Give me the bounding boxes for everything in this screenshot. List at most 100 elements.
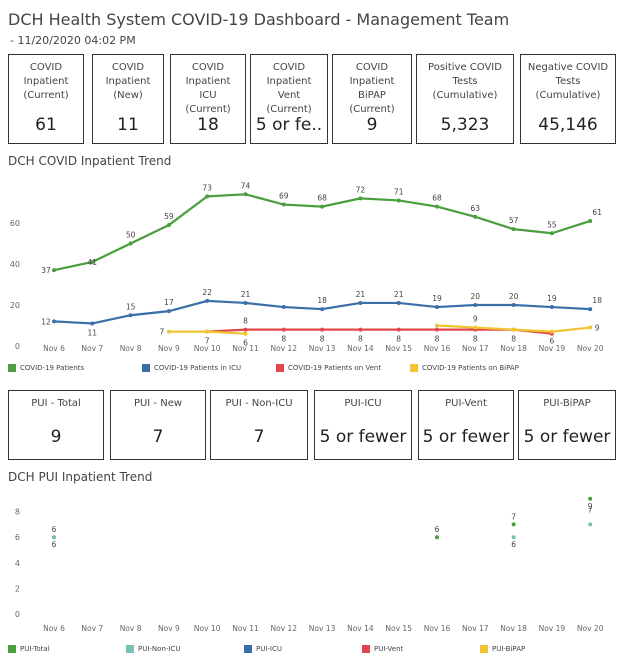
x-tick-label: Nov 14: [347, 344, 374, 353]
kpi-value: 18: [197, 115, 219, 135]
x-tick-label: Nov 7: [81, 344, 103, 353]
covid-inpatient-trend-chart: 0 20 40 60 Nov 6 Nov 7 Nov 8 Nov 9 Nov 10 Nov 11 N…: [10, 181, 604, 353]
kpi-value: 9: [50, 427, 62, 447]
data-label: 73: [202, 183, 212, 192]
data-label: 8: [511, 335, 516, 344]
pui-inpatient-trend-chart: 0 2 4 6 8 Nov 6 Nov 7 Nov 8 Nov 9 Nov 10 Nov 11 Nov…: [15, 496, 604, 633]
page-subtitle: - 11/20/2020 04:02 PM: [10, 34, 136, 47]
data-point: [281, 202, 286, 207]
kpi-label: COVID Inpatient ICU (Current): [185, 62, 231, 115]
x-tick-label: Nov 11: [232, 344, 259, 353]
kpi-label: PUI-Vent: [445, 398, 487, 409]
data-point: [243, 300, 248, 305]
kpi-label: Negative COVID Tests (Cumulative): [527, 62, 609, 101]
x-tick-label: Nov 16: [424, 624, 451, 633]
data-label: 20: [471, 292, 481, 301]
kpi-value: 9: [366, 115, 378, 135]
data-label: 55: [547, 220, 557, 229]
legend-swatch: [362, 645, 370, 653]
legend-swatch: [8, 364, 16, 372]
data-label: 18: [592, 296, 602, 305]
data-point: [511, 535, 516, 540]
data-point: [205, 298, 210, 303]
data-label: 11: [88, 328, 98, 337]
data-point: [588, 307, 593, 312]
data-point: [396, 300, 401, 305]
legend-item: PUI-BiPAP: [480, 645, 525, 653]
data-point: [243, 331, 248, 336]
data-point: [358, 300, 363, 305]
data-label: 15: [126, 302, 136, 311]
data-point: [435, 535, 439, 540]
legend-item: PUI-Total: [8, 645, 50, 653]
legend-swatch: [126, 645, 134, 653]
data-label: 71: [394, 187, 404, 196]
legend-label: COVID-19 Patients on BiPAP: [422, 364, 519, 372]
x-tick-label: Nov 8: [120, 344, 142, 353]
x-tick-label: Nov 20: [577, 624, 604, 633]
data-label: 7: [511, 512, 516, 521]
data-point: [435, 305, 439, 310]
x-tick-label: Nov 12: [271, 344, 298, 353]
x-tick-label: Nov 6: [43, 344, 65, 353]
data-label: 37: [41, 266, 51, 275]
data-point: [473, 214, 478, 219]
kpi-label: COVID Inpatient BiPAP (Current): [349, 62, 395, 115]
y-tick-label: 40: [10, 260, 20, 269]
data-point: [473, 325, 478, 330]
data-point: [435, 327, 439, 332]
data-label: 57: [509, 216, 519, 225]
x-tick-label: Nov 17: [462, 624, 489, 633]
data-point: [549, 329, 554, 334]
data-label: 50: [126, 231, 136, 240]
y-tick-label: 6: [15, 533, 20, 542]
data-label: 6: [52, 540, 57, 549]
page-title: DCH Health System COVID-19 Dashboard - M…: [8, 10, 510, 29]
legend-label: COVID-19 Patients in ICU: [154, 364, 242, 372]
x-tick-label: Nov 12: [271, 624, 298, 633]
legend-swatch: [276, 364, 284, 372]
x-tick-label: Nov 10: [194, 344, 221, 353]
data-point: [128, 313, 133, 318]
data-label: 18: [317, 296, 327, 305]
data-label: 20: [509, 292, 519, 301]
x-tick-label: Nov 13: [309, 344, 336, 353]
legend-item: COVID-19 Patients on BiPAP: [410, 364, 519, 372]
data-point: [511, 227, 516, 232]
data-point: [511, 303, 516, 307]
kpi-value: 61: [35, 115, 57, 135]
chart1-title: DCH COVID Inpatient Trend: [8, 154, 172, 168]
data-point: [396, 327, 401, 332]
data-label: 6: [435, 525, 440, 534]
data-point: [52, 319, 56, 324]
kpi-card: COVID Inpatient (Current) 61: [8, 54, 84, 144]
kpi-label: PUI-ICU: [344, 398, 382, 409]
kpi-value: 5 or fewer: [523, 427, 611, 447]
y-tick-label: 60: [10, 219, 20, 228]
data-point: [549, 231, 554, 236]
data-point: [166, 309, 171, 314]
legend-label: COVID-19 Patients on Vent: [288, 364, 382, 372]
kpi-card: PUI - Total 9: [8, 390, 104, 460]
data-point: [281, 327, 286, 332]
data-point: [90, 259, 95, 264]
data-label: 6: [243, 339, 248, 348]
data-label: 9: [595, 324, 600, 333]
kpi-value: 5 or fewer: [319, 427, 407, 447]
data-label: 8: [473, 335, 478, 344]
kpi-value: 7: [152, 427, 164, 447]
x-tick-label: Nov 14: [347, 624, 374, 633]
x-tick-label: Nov 18: [500, 344, 527, 353]
x-tick-label: Nov 9: [158, 344, 180, 353]
x-tick-label: Nov 15: [385, 624, 412, 633]
data-label: 8: [281, 335, 286, 344]
legend-swatch: [244, 645, 252, 653]
chart2-title: DCH PUI Inpatient Trend: [8, 470, 153, 484]
data-label: 68: [432, 194, 442, 203]
kpi-label: PUI - Non-ICU: [225, 398, 293, 409]
data-point: [435, 323, 439, 328]
legend-item: COVID-19 Patients in ICU: [142, 364, 241, 372]
data-label: 21: [394, 290, 404, 299]
kpi-value: 5,323: [440, 115, 490, 135]
kpi-value: 5 or fewer: [422, 427, 510, 447]
